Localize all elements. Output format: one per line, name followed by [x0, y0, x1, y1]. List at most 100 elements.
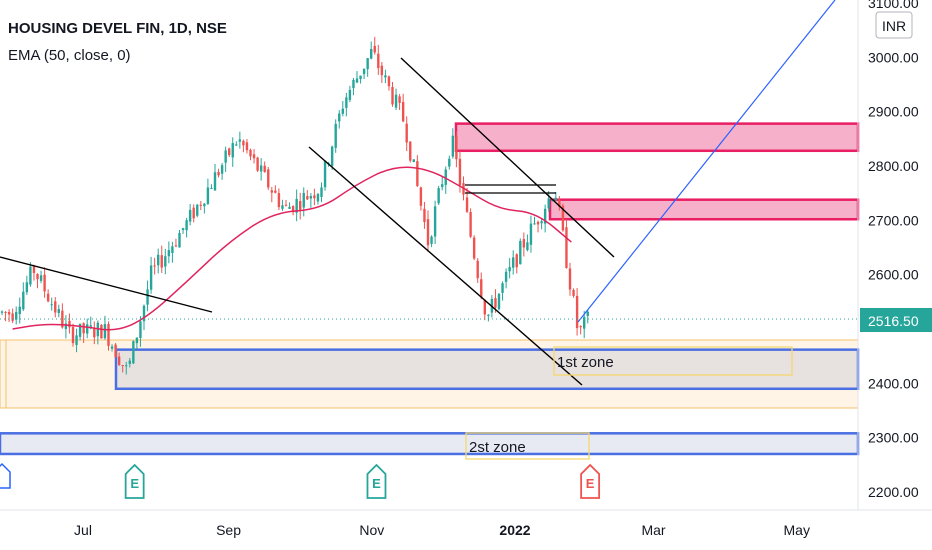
- last-price-value: 2516.50: [868, 313, 919, 329]
- zone-resistance-upper[interactable]: [454, 122, 860, 153]
- candle-body: [455, 136, 458, 160]
- event-letter: E: [372, 476, 381, 491]
- channel-line-lower[interactable]: [308, 146, 583, 386]
- candle-body: [270, 190, 273, 193]
- candle-body: [185, 220, 188, 231]
- candle-body: [501, 283, 504, 293]
- candle-body: [263, 165, 266, 172]
- zone2-label-box: [465, 432, 590, 460]
- projection-line[interactable]: [577, 0, 836, 323]
- candle-body: [217, 172, 220, 176]
- candle-body: [125, 365, 128, 367]
- candle-body: [377, 53, 380, 69]
- candle-body: [394, 94, 398, 108]
- trend-line-left[interactable]: [0, 256, 213, 313]
- candle-body: [160, 255, 163, 268]
- candle-body: [401, 102, 405, 122]
- y-tick-label: 3100.00: [868, 0, 919, 11]
- candle-body: [132, 341, 135, 364]
- candle-body: [458, 158, 462, 186]
- candle-body: [259, 165, 263, 172]
- candle-body: [46, 293, 50, 302]
- candle-body: [448, 158, 451, 167]
- candle-body: [444, 169, 447, 185]
- candle-body: [256, 157, 259, 171]
- y-tick-label: 2200.00: [868, 484, 919, 500]
- candle-body: [355, 78, 359, 83]
- candle-body: [494, 298, 497, 308]
- candle-body: [472, 237, 476, 259]
- candle-body: [309, 195, 313, 199]
- candle-body: [405, 123, 408, 143]
- zone-2st-zone[interactable]: [0, 432, 860, 456]
- candle-body: [29, 266, 32, 285]
- candle-body: [433, 206, 437, 237]
- candle-body: [277, 193, 281, 208]
- candle-body: [554, 197, 557, 201]
- candle-body: [249, 149, 252, 157]
- dividend-icon: [0, 462, 11, 489]
- candle-body: [242, 140, 245, 146]
- zone-1st-zone[interactable]: [114, 348, 860, 391]
- candle-body: [281, 205, 284, 209]
- channel-line-upper[interactable]: [400, 57, 615, 258]
- candle-body: [149, 265, 153, 290]
- candle-body: [0, 311, 4, 313]
- candle-body: [142, 305, 146, 322]
- candle-body: [213, 172, 217, 191]
- event-marker[interactable]: E: [580, 463, 601, 499]
- x-tick-label: Jul: [74, 522, 92, 538]
- candle-body: [100, 324, 103, 339]
- event-letter: E: [586, 476, 595, 491]
- event-marker[interactable]: E: [366, 463, 387, 499]
- candle-body: [78, 323, 82, 337]
- candle-body: [558, 199, 561, 207]
- candle-body: [437, 188, 440, 204]
- candle-body: [423, 208, 426, 223]
- candle-body: [426, 219, 430, 246]
- candle-body: [4, 311, 7, 313]
- candle-body: [291, 206, 295, 213]
- candle-body: [139, 321, 142, 338]
- candle-body: [103, 324, 107, 339]
- candle-body: [174, 245, 178, 247]
- candle-body: [366, 58, 369, 70]
- candle-body: [430, 236, 433, 244]
- candle-body: [583, 317, 586, 329]
- candle-body: [206, 187, 210, 204]
- candle-body: [252, 154, 256, 159]
- event-marker[interactable]: E: [124, 463, 145, 499]
- candle-body: [469, 212, 472, 237]
- zones-layer: [0, 122, 860, 456]
- candle-body: [75, 335, 78, 345]
- x-axis[interactable]: Jul Sep Nov 2022 Mar May: [0, 509, 932, 538]
- candle-body: [164, 256, 167, 267]
- y-tick-label: 2400.00: [868, 375, 919, 391]
- candle-body: [306, 196, 309, 200]
- zone-resistance-lower[interactable]: [548, 198, 860, 221]
- candle-body: [547, 198, 550, 209]
- candle-body: [153, 265, 156, 267]
- candle-body: [18, 306, 21, 315]
- x-tick-label: Sep: [216, 522, 241, 538]
- candle-body: [39, 275, 43, 281]
- event-marker-partial[interactable]: [0, 462, 11, 489]
- y-axis[interactable]: 2200.00 2300.00 2400.00 2600.00 2700.00 2800.…: [857, 0, 919, 510]
- candle-body: [89, 325, 92, 327]
- candle-body: [508, 266, 511, 272]
- y-tick-label: 2600.00: [868, 267, 919, 283]
- candle-body: [54, 301, 57, 313]
- candle-body: [419, 187, 423, 206]
- candle-body: [86, 324, 89, 334]
- candle-body: [220, 165, 224, 174]
- ema-line: [12, 166, 572, 331]
- candle-body: [146, 289, 149, 305]
- candle-body: [398, 96, 401, 103]
- last-price-tag: [860, 308, 932, 332]
- candle-body: [274, 190, 277, 193]
- drawings-layer: [0, 0, 858, 386]
- currency-box[interactable]: [875, 11, 913, 39]
- y-tick-label: 2700.00: [868, 212, 919, 228]
- x-tick-label: Mar: [641, 522, 665, 538]
